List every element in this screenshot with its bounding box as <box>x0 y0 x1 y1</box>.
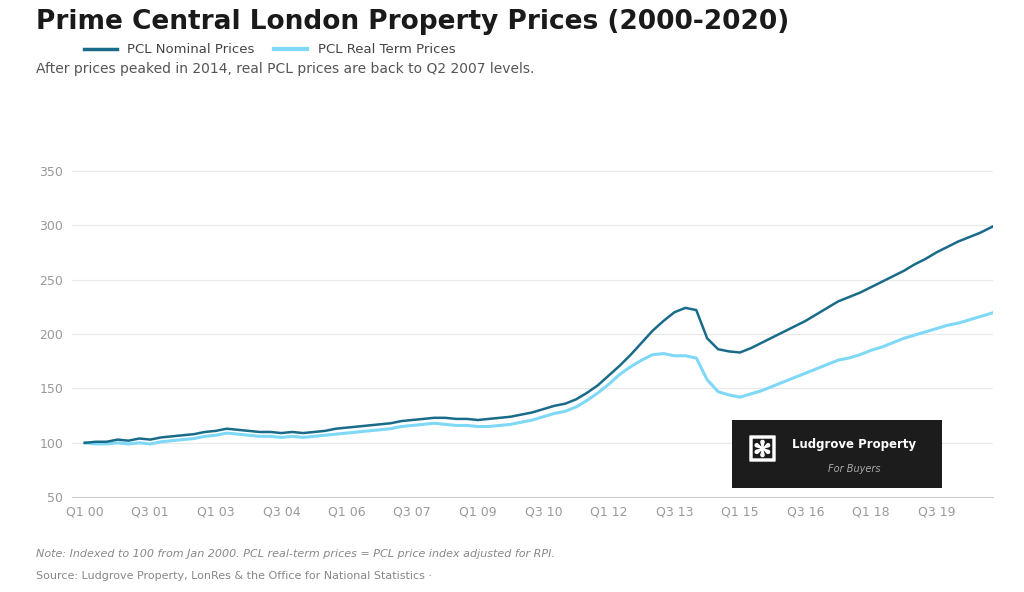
Text: After prices peaked in 2014, real PCL prices are back to Q2 2007 levels.: After prices peaked in 2014, real PCL pr… <box>36 62 535 76</box>
Text: Note: Indexed to 100 from Jan 2000. PCL real-term prices = PCL price index adjus: Note: Indexed to 100 from Jan 2000. PCL … <box>36 549 555 559</box>
Text: Source: Ludgrove Property, LonRes & the Office for National Statistics ·: Source: Ludgrove Property, LonRes & the … <box>36 571 432 581</box>
Legend: PCL Nominal Prices, PCL Real Term Prices: PCL Nominal Prices, PCL Real Term Prices <box>78 38 461 62</box>
Text: Ludgrove Property: Ludgrove Property <box>792 437 916 451</box>
FancyBboxPatch shape <box>732 420 942 488</box>
Text: Prime Central London Property Prices (2000-2020): Prime Central London Property Prices (20… <box>36 9 790 35</box>
Text: For Buyers: For Buyers <box>827 464 881 474</box>
